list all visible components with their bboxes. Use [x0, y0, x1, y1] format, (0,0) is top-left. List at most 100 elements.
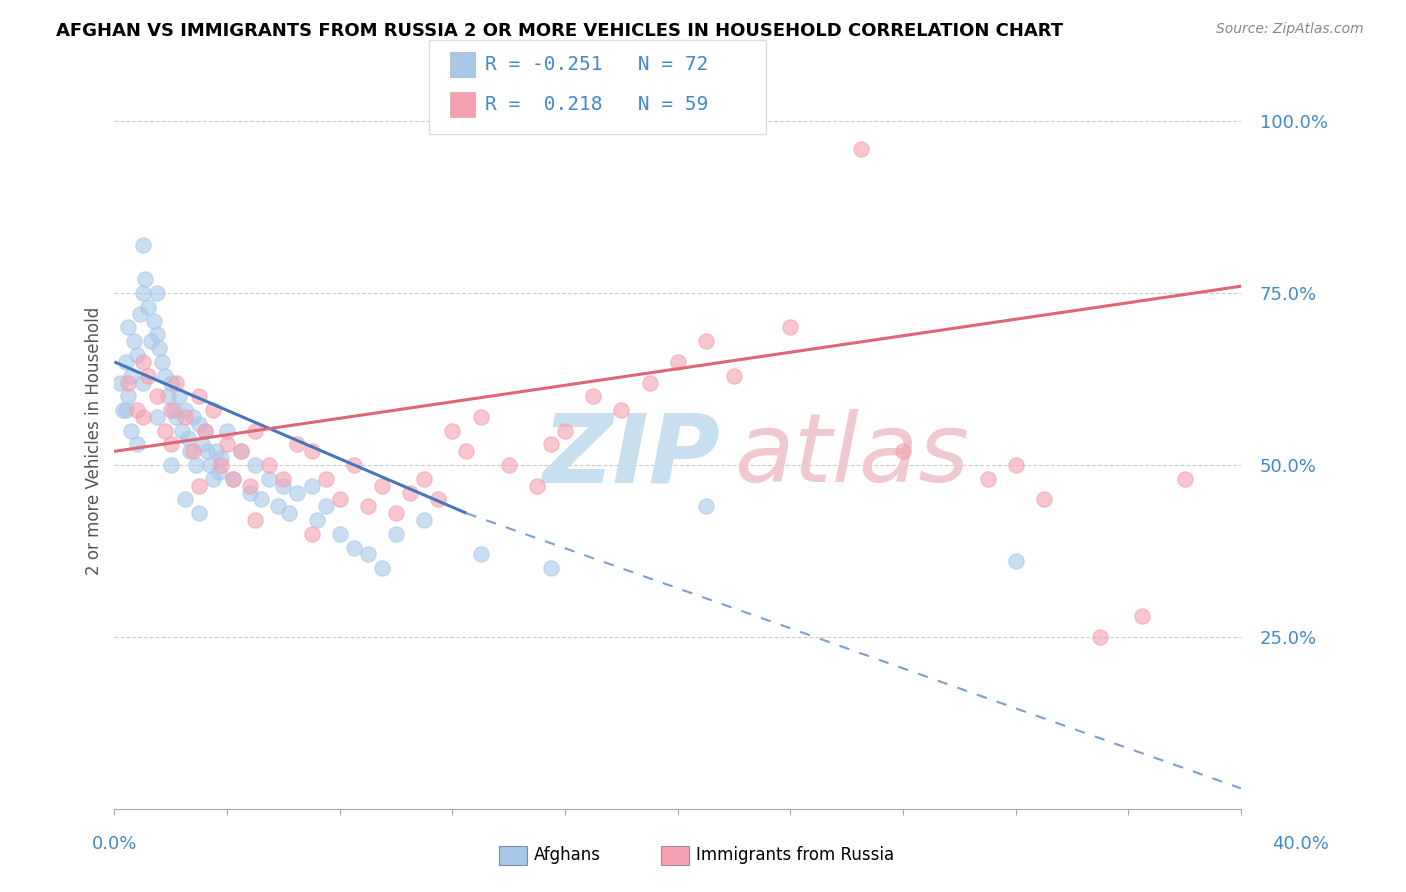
- Text: ZIP: ZIP: [543, 409, 720, 502]
- Point: [187, 389, 209, 403]
- Point: [413, 472, 436, 486]
- Point: [167, 389, 190, 403]
- Point: [441, 424, 464, 438]
- Point: [456, 444, 478, 458]
- Point: [399, 485, 422, 500]
- Point: [120, 368, 142, 383]
- Text: R =  0.218   N = 59: R = 0.218 N = 59: [485, 95, 709, 113]
- Point: [259, 458, 281, 472]
- Point: [190, 437, 212, 451]
- Text: atlas: atlas: [734, 409, 969, 502]
- Point: [114, 403, 136, 417]
- Point: [162, 403, 184, 417]
- Point: [245, 513, 267, 527]
- Point: [239, 485, 262, 500]
- Point: [540, 437, 562, 451]
- Point: [1032, 492, 1054, 507]
- Point: [287, 485, 309, 500]
- Point: [111, 403, 134, 417]
- Point: [343, 458, 366, 472]
- Point: [159, 437, 181, 451]
- Y-axis label: 2 or more Vehicles in Household: 2 or more Vehicles in Household: [86, 307, 103, 575]
- Text: Source: ZipAtlas.com: Source: ZipAtlas.com: [1216, 22, 1364, 37]
- Point: [117, 320, 139, 334]
- Point: [207, 465, 229, 479]
- Point: [122, 334, 145, 349]
- Point: [385, 506, 408, 520]
- Point: [153, 424, 176, 438]
- Point: [125, 348, 148, 362]
- Point: [120, 424, 142, 438]
- Point: [245, 458, 267, 472]
- Point: [222, 472, 245, 486]
- Point: [159, 458, 181, 472]
- Point: [193, 424, 215, 438]
- Point: [176, 431, 198, 445]
- Point: [179, 444, 201, 458]
- Point: [125, 437, 148, 451]
- Point: [357, 548, 380, 562]
- Point: [610, 403, 633, 417]
- Point: [540, 561, 562, 575]
- Point: [231, 444, 253, 458]
- Point: [1004, 554, 1026, 568]
- Point: [273, 472, 295, 486]
- Point: [181, 409, 204, 424]
- Point: [173, 492, 195, 507]
- Text: 0.0%: 0.0%: [91, 835, 136, 853]
- Point: [849, 142, 872, 156]
- Point: [315, 472, 337, 486]
- Point: [329, 492, 352, 507]
- Point: [695, 334, 717, 349]
- Point: [1088, 630, 1111, 644]
- Point: [139, 334, 162, 349]
- Point: [145, 286, 167, 301]
- Point: [301, 479, 323, 493]
- Point: [173, 409, 195, 424]
- Point: [170, 424, 193, 438]
- Point: [131, 286, 153, 301]
- Point: [145, 409, 167, 424]
- Text: R = -0.251   N = 72: R = -0.251 N = 72: [485, 54, 709, 74]
- Point: [159, 403, 181, 417]
- Point: [117, 389, 139, 403]
- Point: [145, 327, 167, 342]
- Point: [150, 355, 173, 369]
- Point: [195, 444, 218, 458]
- Point: [215, 424, 238, 438]
- Point: [136, 368, 159, 383]
- Point: [159, 376, 181, 390]
- Point: [357, 500, 380, 514]
- Point: [301, 444, 323, 458]
- Point: [427, 492, 450, 507]
- Point: [1004, 458, 1026, 472]
- Point: [187, 417, 209, 431]
- Point: [582, 389, 605, 403]
- Point: [187, 506, 209, 520]
- Text: Immigrants from Russia: Immigrants from Russia: [696, 847, 894, 864]
- Point: [976, 472, 998, 486]
- Point: [498, 458, 520, 472]
- Point: [413, 513, 436, 527]
- Point: [173, 403, 195, 417]
- Point: [267, 500, 290, 514]
- Point: [131, 355, 153, 369]
- Point: [250, 492, 273, 507]
- Text: AFGHAN VS IMMIGRANTS FROM RUSSIA 2 OR MORE VEHICLES IN HOUSEHOLD CORRELATION CHA: AFGHAN VS IMMIGRANTS FROM RUSSIA 2 OR MO…: [56, 22, 1063, 40]
- Point: [184, 458, 207, 472]
- Point: [222, 472, 245, 486]
- Point: [1132, 609, 1154, 624]
- Point: [165, 409, 187, 424]
- Point: [148, 341, 170, 355]
- Point: [209, 451, 232, 466]
- Point: [245, 424, 267, 438]
- Point: [209, 458, 232, 472]
- Point: [343, 541, 366, 555]
- Point: [231, 444, 253, 458]
- Point: [153, 368, 176, 383]
- Point: [125, 403, 148, 417]
- Point: [385, 526, 408, 541]
- Point: [114, 355, 136, 369]
- Point: [181, 444, 204, 458]
- Point: [239, 479, 262, 493]
